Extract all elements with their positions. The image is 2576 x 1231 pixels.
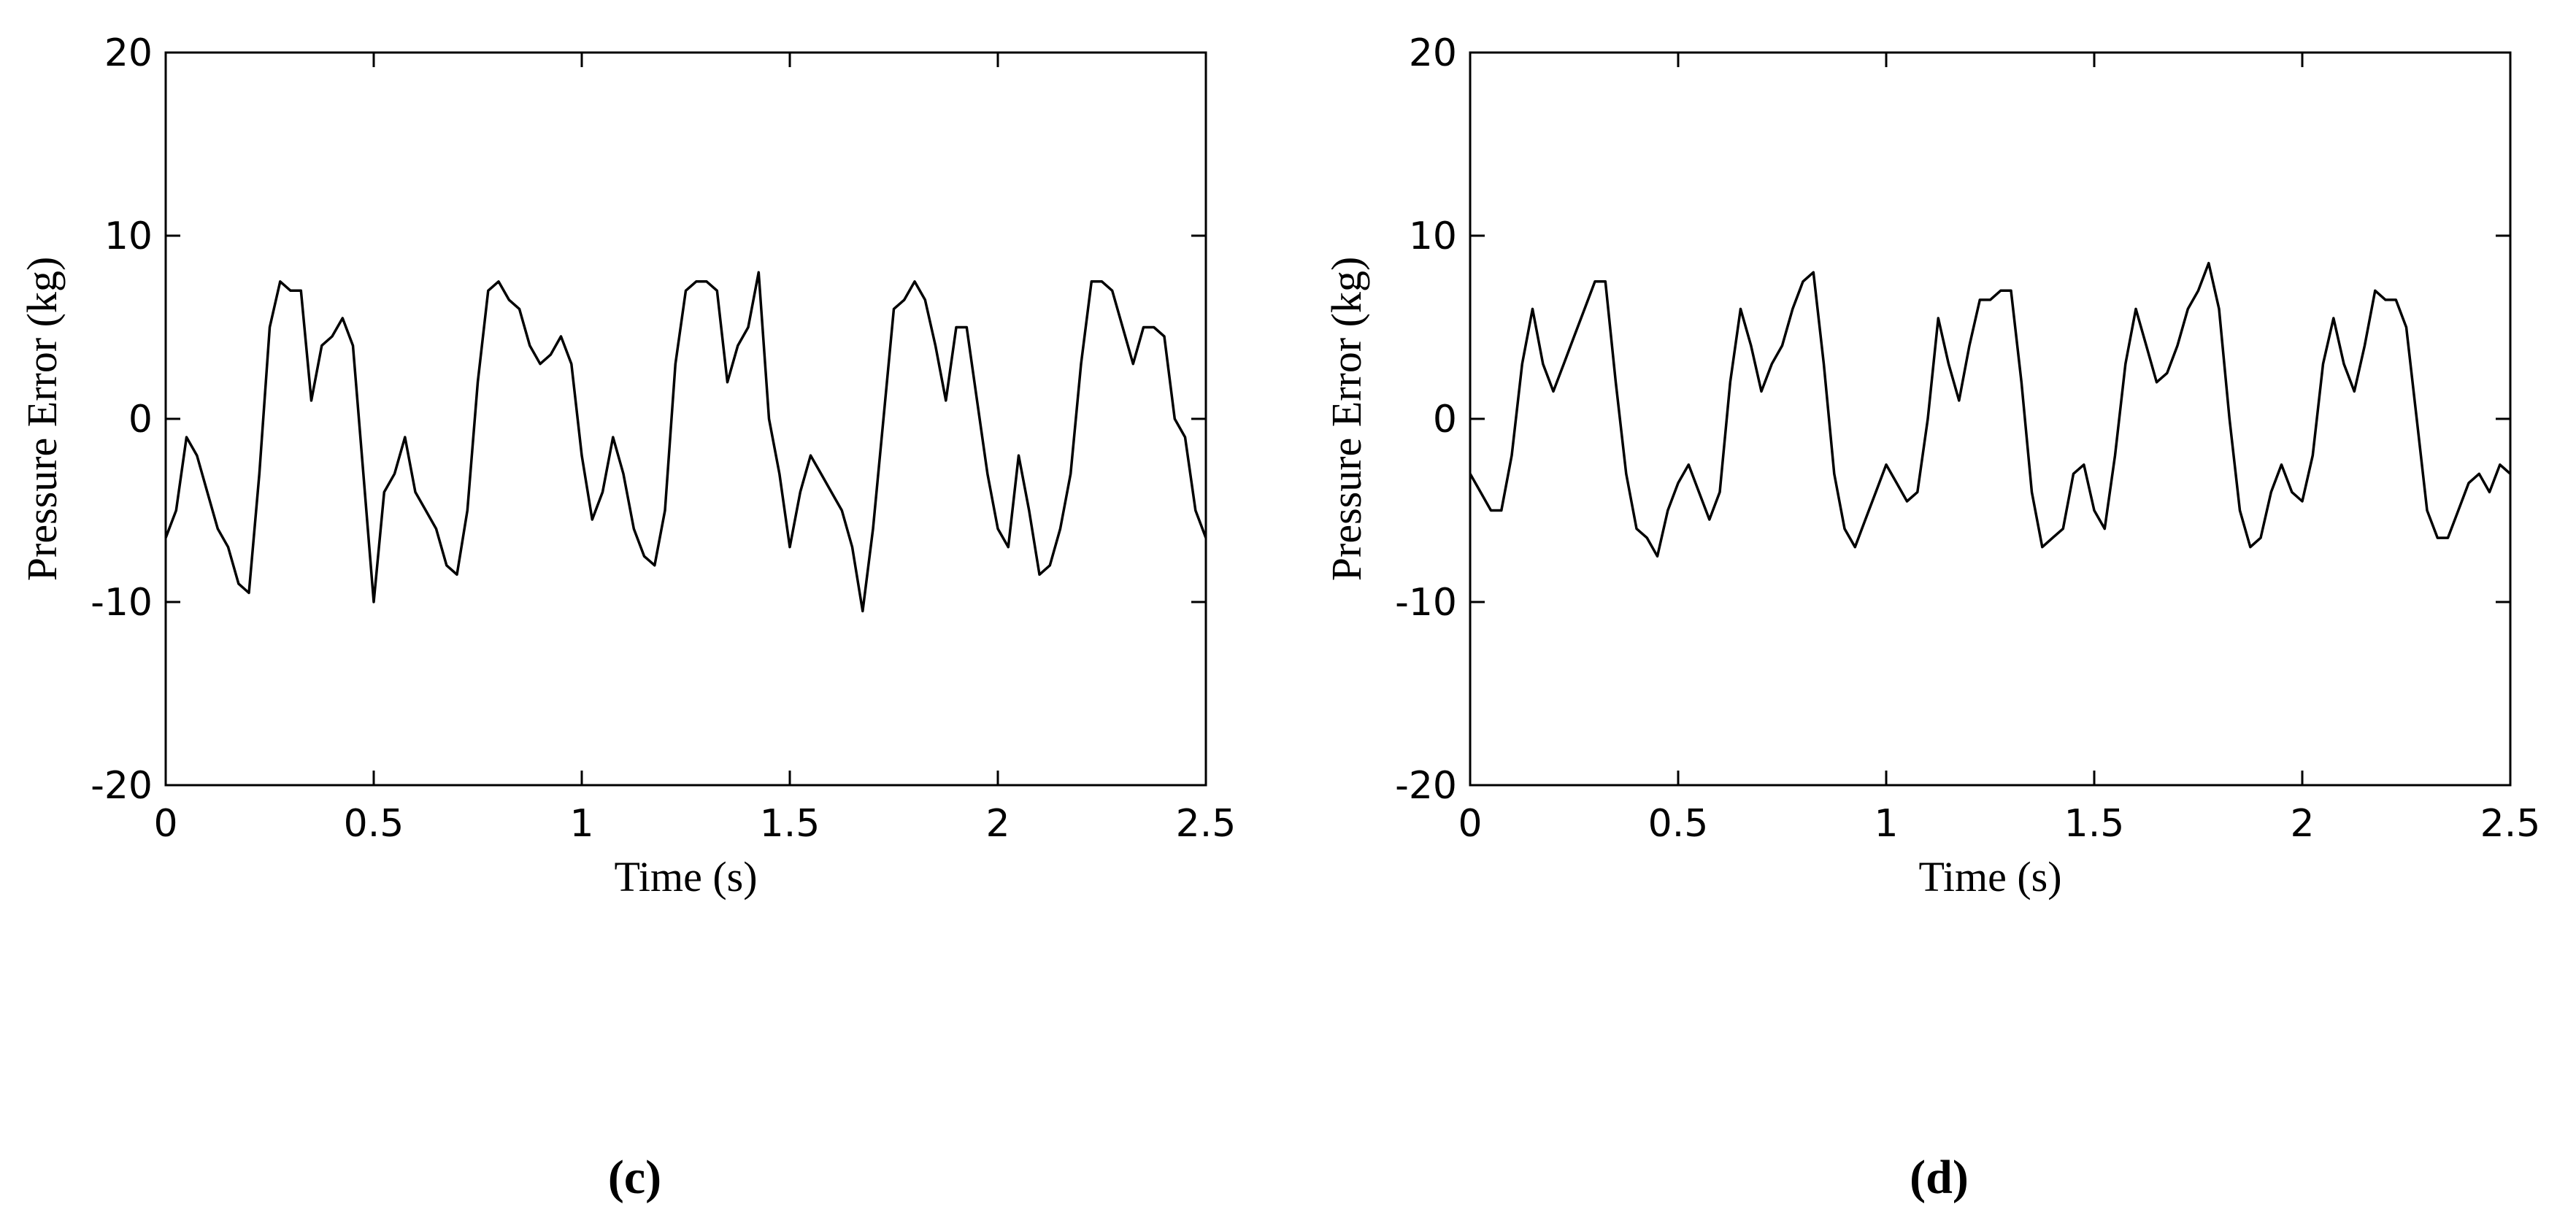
x-tick-label: 0 xyxy=(153,802,177,846)
y-tick-label: 0 xyxy=(1433,398,1457,441)
x-tick-label: 2 xyxy=(2290,802,2314,846)
x-tick-label: 0.5 xyxy=(344,802,404,846)
x-axis-label: Time (s) xyxy=(614,853,757,900)
y-tick-label: 10 xyxy=(104,215,153,258)
data-line xyxy=(1469,261,2512,558)
y-tick-label: 20 xyxy=(104,31,153,75)
x-tick-label: 0 xyxy=(1458,802,1482,846)
x-tick-label: 1 xyxy=(1874,802,1898,846)
y-tick-label: 20 xyxy=(1409,31,1457,75)
y-tick-label: 10 xyxy=(1409,215,1457,258)
x-tick-label: 1.5 xyxy=(760,802,820,846)
x-tick-label: 1.5 xyxy=(2064,802,2125,846)
x-tick-label: 2.5 xyxy=(1176,802,1237,846)
x-tick-label: 2.5 xyxy=(2480,802,2541,846)
caption: (d) xyxy=(1910,1151,1969,1204)
y-tick-label: -20 xyxy=(91,764,153,808)
y-tick-label: 0 xyxy=(128,398,153,441)
y-axis-label: Pressure Error (kg) xyxy=(18,257,66,582)
caption: (c) xyxy=(608,1151,661,1204)
plot-frame xyxy=(164,51,1207,787)
y-tick-label: -10 xyxy=(91,581,153,625)
x-tick-label: 2 xyxy=(985,802,1010,846)
y-tick-label: -20 xyxy=(1395,764,1457,808)
plot-frame xyxy=(1469,51,2512,787)
x-tick-label: 0.5 xyxy=(1648,802,1709,846)
y-axis-label: Pressure Error (kg) xyxy=(1323,257,1370,582)
x-axis-label: Time (s) xyxy=(1918,853,2061,900)
data-line xyxy=(164,271,1207,613)
y-tick-label: -10 xyxy=(1395,581,1457,625)
x-tick-label: 1 xyxy=(569,802,593,846)
